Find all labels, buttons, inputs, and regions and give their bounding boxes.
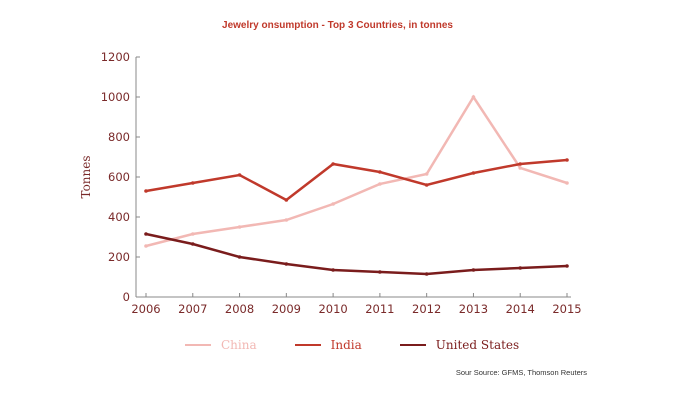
data-point-united-states (424, 272, 429, 276)
series-line-china (145, 94, 568, 248)
y-tick-label: 600 (108, 170, 130, 184)
data-point-india (144, 189, 148, 193)
data-point-china (565, 181, 569, 185)
y-axis-title: Tonnes (79, 155, 93, 198)
legend-item-india: India (294, 338, 362, 352)
axes: 0 200 400 600 800 1000 1200 2006 2007 2008 2009 201… (101, 50, 582, 316)
x-tick-label: 2006 (131, 302, 160, 316)
data-point-india (331, 162, 335, 166)
legend-item-china: China (185, 338, 257, 352)
data-point-india (237, 173, 242, 177)
data-point-china (144, 244, 148, 248)
legend-label: China (221, 338, 257, 352)
data-point-china (331, 202, 335, 206)
data-point-china (518, 166, 523, 170)
series-line-india (145, 158, 568, 202)
data-point-united-states (144, 232, 148, 236)
series-layer (144, 94, 569, 276)
data-point-united-states (378, 270, 382, 274)
data-point-china (284, 218, 289, 222)
y-tick-label: 0 (123, 290, 130, 304)
data-point-india (471, 171, 476, 175)
data-point-india (518, 162, 523, 166)
x-tick-label: 2011 (365, 302, 394, 316)
data-point-united-states (518, 266, 523, 270)
y-tick-label: 800 (108, 130, 130, 144)
data-point-united-states (471, 268, 476, 272)
y-tick-label: 400 (108, 210, 130, 224)
y-tick-label: 1200 (101, 50, 130, 64)
chart-title: Jewelry onsumption - Top 3 Countries, in… (222, 20, 453, 31)
series-china (144, 94, 569, 248)
data-point-india (565, 158, 569, 162)
data-point-china (471, 95, 476, 99)
data-point-china (424, 172, 429, 176)
y-tick-label: 200 (108, 250, 130, 264)
source-note: Sour Source: GFMS, Thomson Reuters (455, 368, 587, 377)
data-point-india (378, 170, 382, 174)
legend: China India United States (185, 338, 557, 352)
y-tick-label: 1000 (101, 90, 130, 104)
x-tick-label: 2008 (225, 302, 254, 316)
data-point-united-states (331, 268, 335, 272)
data-point-india (190, 181, 195, 185)
legend-label: India (330, 338, 362, 352)
data-point-china (237, 225, 242, 229)
series-india (144, 158, 569, 202)
legend-label: United States (435, 338, 520, 352)
series-united-states (144, 232, 569, 276)
legend-item-united-states: United States (399, 338, 520, 352)
x-tick-label: 2013 (459, 302, 488, 316)
legend-swatch (294, 343, 321, 347)
x-tick-label: 2007 (178, 302, 207, 316)
data-point-united-states (565, 264, 569, 268)
x-tick-label: 2014 (506, 302, 535, 316)
data-point-united-states (190, 242, 195, 246)
x-tick-label: 2012 (412, 302, 441, 316)
data-point-china (190, 232, 195, 236)
x-tick-label: 2015 (552, 302, 581, 316)
data-point-india (424, 183, 429, 187)
series-line-united-states (145, 232, 568, 276)
data-point-china (378, 182, 382, 186)
x-tick-label: 2009 (272, 302, 301, 316)
x-tick-label: 2010 (318, 302, 347, 316)
legend-swatch (185, 343, 211, 347)
data-point-united-states (284, 262, 289, 266)
legend-swatch (399, 343, 426, 347)
data-point-united-states (237, 255, 242, 259)
data-point-india (284, 198, 289, 202)
